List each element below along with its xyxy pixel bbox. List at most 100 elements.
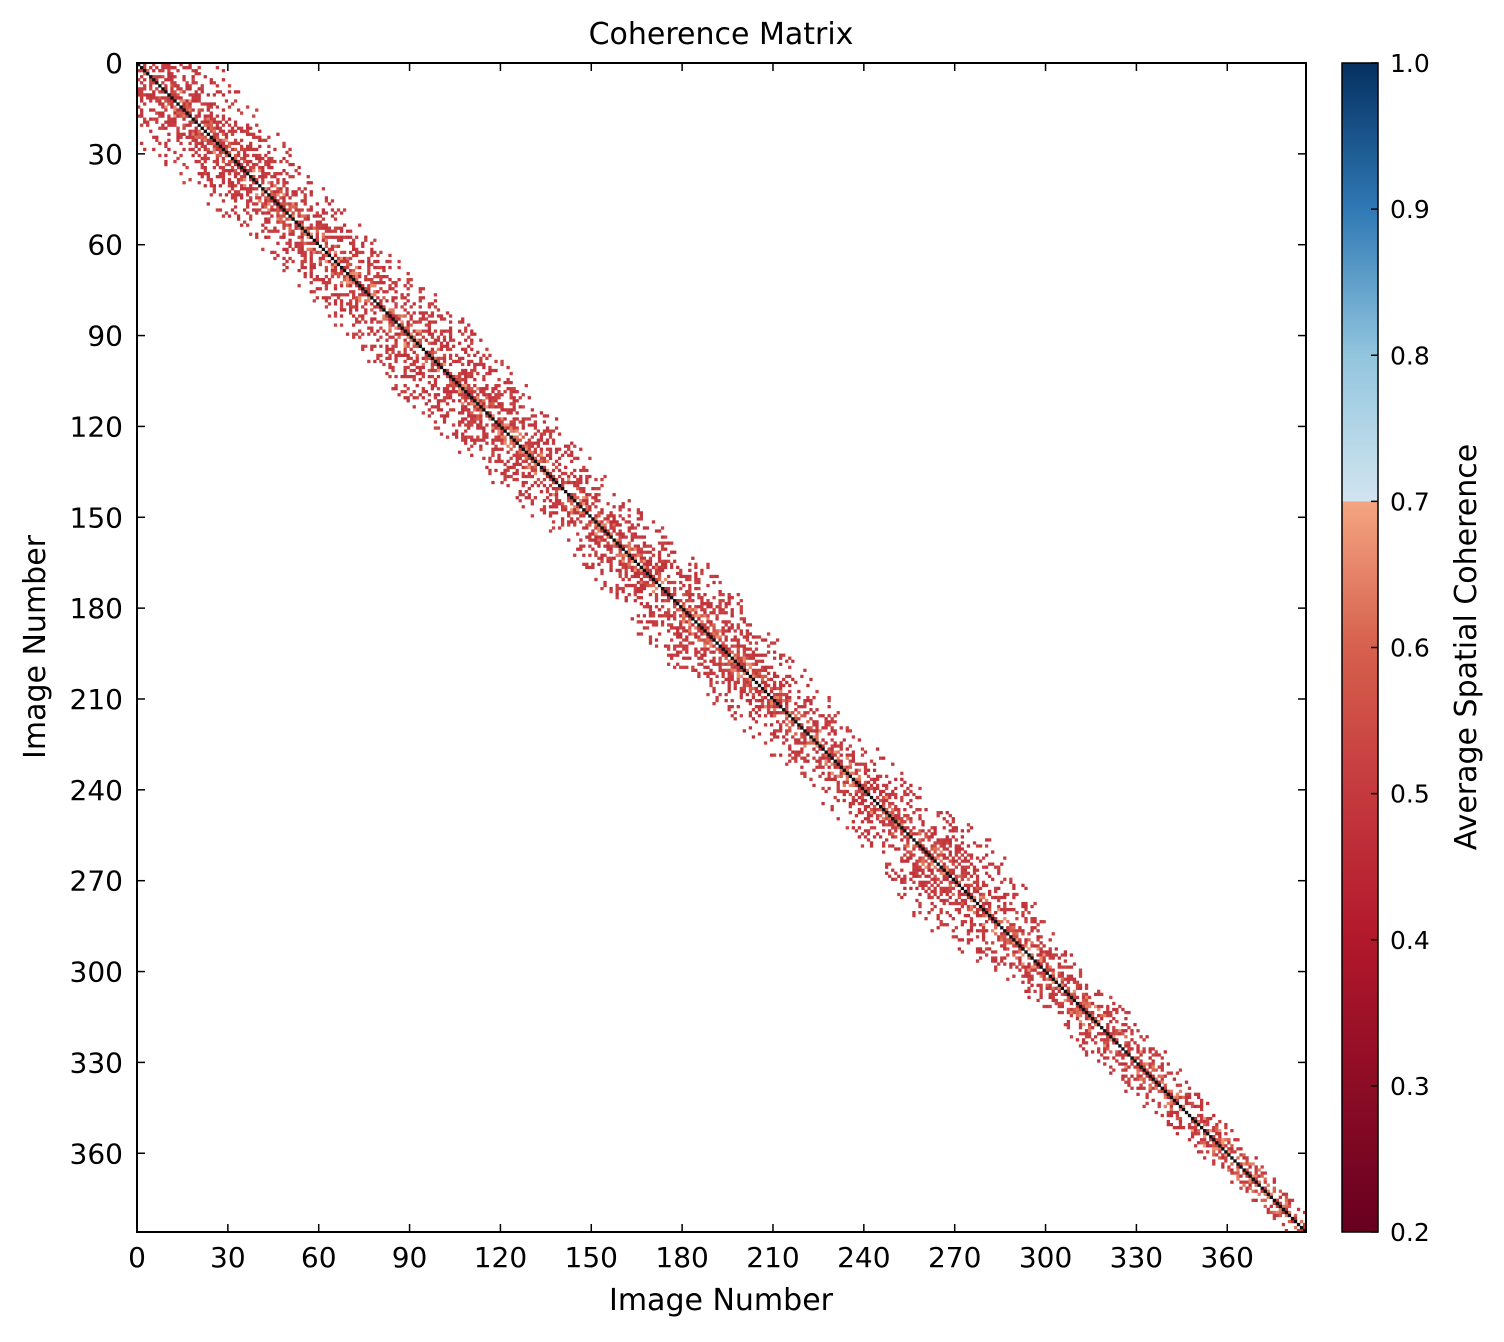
heatmap-cell <box>1193 1144 1198 1148</box>
heatmap-cell <box>666 580 671 585</box>
heatmap-cell <box>542 459 547 464</box>
heatmap-cell <box>776 711 780 715</box>
heatmap-cell <box>315 226 319 230</box>
heatmap-cell <box>694 608 698 612</box>
heatmap-cell <box>806 695 810 700</box>
heatmap-cell <box>194 150 198 155</box>
heatmap-cell <box>1015 892 1019 897</box>
heatmap-cell <box>1094 1023 1098 1027</box>
heatmap-cell <box>818 714 822 718</box>
heatmap-cell <box>863 829 868 833</box>
heatmap-cell <box>164 78 168 82</box>
heatmap-cell <box>545 429 550 433</box>
heatmap-cell <box>188 93 192 97</box>
heatmap-cell <box>252 187 256 191</box>
heatmap-cell <box>479 420 483 424</box>
heatmap-cell <box>654 623 659 627</box>
heatmap-cell <box>542 499 547 503</box>
heatmap-cell <box>918 838 922 842</box>
heatmap-cell <box>149 84 153 88</box>
heatmap-cell <box>869 844 874 848</box>
heatmap-cell <box>345 284 350 288</box>
heatmap-cell <box>267 135 271 139</box>
heatmap-cell <box>757 668 762 672</box>
heatmap-cell <box>182 132 186 136</box>
heatmap-cell <box>464 338 468 342</box>
heatmap-cell <box>1081 995 1086 1000</box>
heatmap-cell <box>215 208 220 212</box>
heatmap-cell <box>1100 1004 1104 1009</box>
heatmap-cell <box>521 459 525 464</box>
heatmap-cell <box>1021 944 1025 948</box>
heatmap-cell <box>694 586 698 591</box>
heatmap-cell <box>718 659 722 663</box>
heatmap-cell <box>654 644 659 648</box>
heatmap-cell <box>236 150 241 155</box>
heatmap-cell <box>1175 1126 1180 1130</box>
heatmap-cell <box>221 214 226 218</box>
heatmap-cell <box>691 599 695 603</box>
heatmap-cell <box>167 114 171 118</box>
heatmap-cell <box>1136 1047 1140 1051</box>
heatmap-cell <box>885 795 889 800</box>
heatmap-cell <box>951 871 955 875</box>
heatmap-cell <box>785 738 789 742</box>
heatmap-cell <box>1212 1141 1216 1145</box>
heatmap-cell <box>630 574 634 579</box>
heatmap-cell <box>570 453 574 457</box>
heatmap-cell <box>318 259 322 264</box>
heatmap-cell <box>830 777 834 782</box>
heatmap-cell <box>969 826 974 830</box>
heatmap-cell <box>579 468 583 473</box>
heatmap-cell <box>158 99 162 103</box>
heatmap-cell <box>824 723 828 727</box>
heatmap-cell <box>1036 971 1040 975</box>
heatmap-cell <box>609 559 613 563</box>
heatmap-cell <box>833 720 837 724</box>
heatmap-cell <box>912 826 916 830</box>
heatmap-cell <box>688 599 692 603</box>
heatmap-cell <box>567 511 571 515</box>
heatmap-cell <box>137 114 141 118</box>
heatmap-cell <box>915 871 919 875</box>
heatmap-cell <box>827 695 831 700</box>
heatmap-cell <box>627 508 631 512</box>
heatmap-cell <box>909 817 913 821</box>
heatmap-cell <box>521 505 525 509</box>
heatmap-cell <box>918 865 922 869</box>
heatmap-cell <box>666 629 671 633</box>
heatmap-cell <box>682 614 686 618</box>
heatmap-cell <box>406 278 410 282</box>
heatmap-cell <box>1048 992 1052 997</box>
heatmap-cell <box>445 329 450 333</box>
heatmap-cell <box>930 847 934 851</box>
heatmap-cell <box>542 441 547 445</box>
heatmap-cell <box>1018 941 1022 945</box>
heatmap-cell <box>430 387 435 391</box>
heatmap-cell <box>1009 962 1013 966</box>
heatmap-cell <box>1021 932 1025 936</box>
heatmap-cell <box>1184 1080 1189 1084</box>
heatmap-cell <box>164 144 168 149</box>
heatmap-cell <box>394 284 398 288</box>
heatmap-cell <box>564 465 568 470</box>
heatmap-cell <box>506 380 510 385</box>
heatmap-cell <box>1075 1007 1080 1012</box>
heatmap-cell <box>1021 914 1025 918</box>
heatmap-cell <box>1090 1013 1095 1018</box>
heatmap-cell <box>903 820 907 824</box>
heatmap-cell <box>458 423 462 427</box>
heatmap-cell <box>1048 947 1052 951</box>
heatmap-cell <box>297 268 301 273</box>
heatmap-cell <box>988 907 992 912</box>
heatmap-cell <box>1072 1010 1077 1015</box>
heatmap-cell <box>206 138 210 142</box>
heatmap-cell <box>757 674 762 679</box>
heatmap-cell <box>473 414 477 418</box>
heatmap-cell <box>182 117 186 121</box>
heatmap-cell <box>1230 1180 1234 1184</box>
heatmap-cell <box>264 211 268 215</box>
heatmap-cell <box>945 841 949 845</box>
heatmap-cell <box>942 841 946 845</box>
heatmap-cell <box>772 686 777 691</box>
